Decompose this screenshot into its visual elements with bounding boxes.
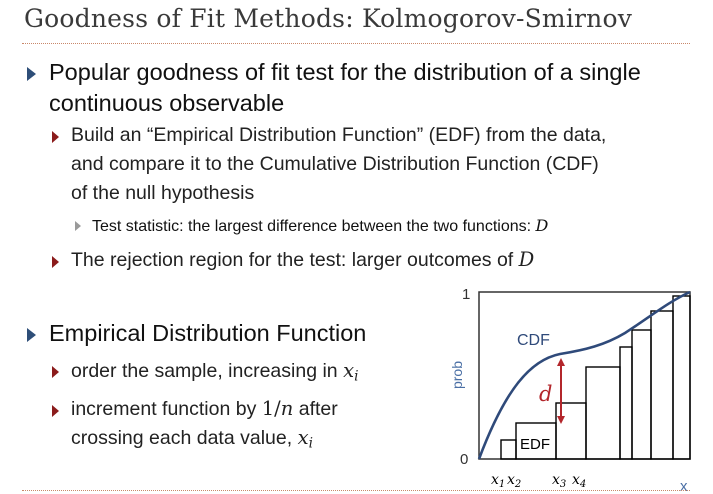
edf-step-8 (672, 295, 691, 460)
d-label: d (539, 382, 552, 406)
y-axis-bottom-tick: 0 (460, 451, 468, 468)
bullet-2a-line: order the sample, increasing in xi (71, 359, 358, 384)
bullet-2a-text: order the sample, increasing in (71, 360, 344, 382)
bullet-2b-frac: 1/ (261, 397, 281, 420)
x-tick-3: x3 (552, 472, 566, 490)
bullet-2a-marker (52, 366, 59, 378)
bullet-1a-line-3: of the null hypothesis (71, 182, 255, 204)
bullet-2-line: Empirical Distribution Function (49, 320, 367, 346)
bullet-1-marker (27, 67, 36, 81)
edf-step-7 (650, 310, 674, 460)
bullet-1a-i-marker (75, 221, 81, 231)
bullet-1b-line: The rejection region for the test: large… (71, 248, 534, 272)
title-divider (22, 43, 690, 44)
bullet-2b-var: n (280, 397, 294, 420)
edf-step-6 (631, 329, 652, 460)
bullet-1a-line-2: and compare it to the Cumulative Distrib… (71, 153, 599, 175)
bullet-2b-line2-sub: i (308, 435, 313, 452)
bullet-2b-pre: increment function by (71, 398, 262, 420)
bullet-2a-var: x (343, 359, 355, 382)
bullet-1-line-1: Popular goodness of fit test for the dis… (49, 59, 641, 85)
edf-step-5 (619, 346, 633, 460)
edf-label: EDF (520, 436, 550, 453)
bullet-2b-line2-pre: crossing each data value, (71, 427, 298, 449)
bullet-2-marker (27, 328, 36, 342)
y-axis-top-tick: 1 (462, 286, 470, 303)
x-tick-2: x2 (507, 472, 521, 490)
bullet-1b-marker (52, 256, 59, 268)
bullet-1a-line-1: Build an “Empirical Distribution Functio… (71, 124, 607, 146)
x-axis-label: x (680, 478, 688, 494)
bullet-2b-line-1: increment function by 1/n after (71, 397, 338, 421)
bullet-1b-text: The rejection region for the test: large… (71, 249, 519, 271)
cdf-label: CDF (517, 332, 550, 349)
bullet-1a-i-line: Test statistic: the largest difference b… (92, 216, 548, 236)
plot-frame (478, 291, 691, 460)
x-tick-4: x4 (572, 472, 586, 490)
cdf-curve (477, 290, 691, 460)
bullet-1a-i-text: Test statistic: the largest difference b… (92, 218, 536, 235)
bullet-2b-line-2: crossing each data value, xi (71, 426, 313, 451)
bullet-2b-post: after (293, 398, 338, 420)
bullet-2a-sub: i (354, 368, 359, 385)
edf-step-1 (500, 439, 517, 460)
edf-step-4 (585, 366, 621, 460)
bullet-1b-var: D (518, 248, 535, 271)
bullet-1a-i-var: D (535, 216, 549, 235)
x-tick-1: x1 (491, 472, 505, 490)
slide-title: Goodness of Fit Methods: Kolmogorov-Smir… (24, 4, 633, 33)
edf-steps (500, 295, 691, 460)
bullet-2b-line2-var: x (297, 426, 309, 449)
bullet-1a-marker (52, 131, 59, 143)
bullet-2b-marker (52, 405, 59, 417)
bullet-1-line-2: continuous observable (49, 90, 285, 116)
y-axis-label: prob (449, 361, 465, 389)
footer-divider (22, 490, 690, 491)
